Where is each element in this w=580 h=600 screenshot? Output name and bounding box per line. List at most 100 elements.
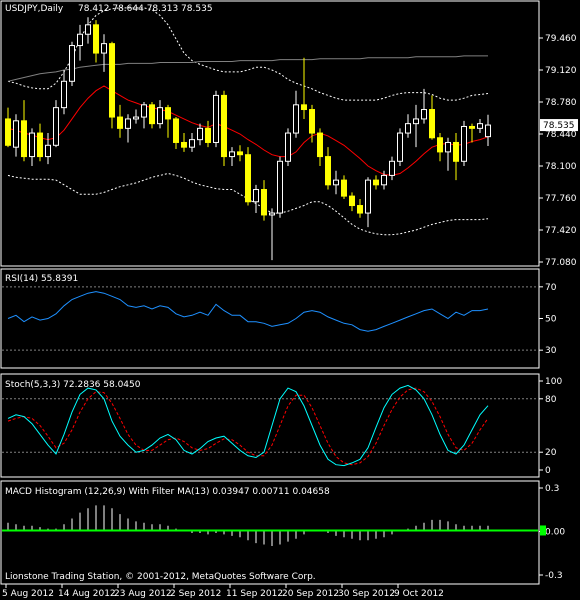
bear-candle-body (205, 127, 211, 143)
macd-panel-border (0, 480, 540, 585)
bull-candle-body (85, 24, 91, 35)
bear-candle-body (325, 156, 331, 186)
bear-candle-body (181, 141, 187, 148)
rsi-panel[interactable]: 70 50 30 RSI(14) 55.8391 (0, 268, 557, 369)
time-tick-label: 5 Aug 2012 (2, 589, 54, 599)
bull-candle-body (101, 43, 107, 54)
ohlc-readout: 78.412 78.644 78.313 78.535 (78, 4, 213, 14)
bull-candle-body (141, 104, 147, 118)
bull-candle-body (413, 118, 419, 125)
bear-candle-body (173, 118, 179, 143)
bear-candle-body (165, 107, 171, 120)
macd-title: MACD Histogram (12,26,9) With Filter MA(… (5, 487, 330, 497)
rsi-axis: 70 50 30 (2, 283, 557, 356)
time-tick-label: 14 Aug 2012 (58, 589, 116, 599)
bull-candle-body (277, 160, 283, 214)
axis-tick-label: 77.080 (545, 258, 577, 268)
long-ma-line (7, 55, 488, 82)
axis-tick-label: 50 (545, 315, 557, 325)
bull-candle-body (461, 125, 467, 162)
axis-tick-label: 78.440 (545, 130, 577, 140)
rsi-series (7, 291, 489, 332)
bull-candle-body (293, 104, 299, 134)
short-moving-average (7, 85, 489, 176)
bull-candle-body (365, 179, 371, 214)
bear-candle-body (469, 125, 475, 129)
bull-candle-body (189, 139, 195, 148)
stochastic-signal-line (7, 387, 489, 466)
axis-tick-label: 79.120 (545, 66, 577, 76)
bull-candle-body (77, 33, 83, 47)
bear-candle-body (301, 104, 307, 111)
time-tick-label: 11 Sep 2012 (226, 589, 283, 599)
bull-candle-body (45, 144, 51, 158)
rsi-title: RSI(14) 55.8391 (5, 274, 78, 284)
price-axis: 79.460 79.120 78.780 78.440 78.100 77.760 77.4… (539, 34, 577, 268)
axis-tick-label: 30 (545, 346, 557, 356)
bull-candle-body (389, 160, 395, 176)
candlesticks (5, 17, 491, 261)
bull-candle-body (53, 107, 59, 146)
bull-candle-body (133, 116, 139, 120)
stochastic-axis: 100 80 20 0 (2, 377, 562, 476)
bear-candle-body (373, 179, 379, 186)
rsi-line (7, 291, 489, 332)
symbol-label: USDJPY,Daily (5, 4, 64, 14)
axis-tick-label: 77.420 (545, 226, 577, 236)
bull-candle-body (445, 141, 451, 153)
time-tick-label: 30 Sep 2012 (338, 589, 395, 599)
bear-candle-body (117, 116, 123, 129)
bear-candle-body (149, 104, 155, 125)
axis-tick-label: 77.760 (545, 194, 577, 204)
bear-candle-body (437, 137, 443, 153)
axis-tick-label: 20 (545, 448, 557, 458)
bull-candle-body (157, 107, 163, 125)
bull-candle-body (229, 151, 235, 158)
stochastic-title: Stoch(5,3,3) 72.2836 58.0450 (5, 380, 141, 390)
bull-candle-body (197, 127, 203, 141)
macd-filter-marker (540, 525, 546, 536)
axis-tick-label: 78.100 (545, 162, 577, 172)
axis-tick-label: -0.3 (545, 571, 563, 581)
bull-candle-body (125, 118, 131, 129)
short-ma-line (7, 85, 489, 176)
bear-candle-body (453, 141, 459, 162)
axis-tick-label: 80 (545, 395, 557, 405)
bear-candle-body (21, 120, 27, 158)
axis-tick-label: 70 (545, 283, 557, 293)
time-tick-label: 9 Oct 2012 (394, 589, 444, 599)
axis-tick-label: 0.00 (545, 528, 565, 538)
macd-histogram (7, 505, 489, 546)
time-tick-label: 2 Sep 2012 (170, 589, 221, 599)
bull-candle-body (69, 45, 75, 82)
current-price-box (540, 119, 578, 132)
bear-candle-body (221, 94, 227, 158)
bull-candle-body (13, 120, 19, 148)
bull-candle-body (213, 94, 219, 143)
bull-candle-body (61, 80, 67, 109)
current-price-marker: 78.535 (540, 119, 578, 132)
bull-candle-body (421, 109, 427, 120)
current-price-label: 78.535 (543, 121, 575, 131)
bear-candle-body (5, 118, 11, 146)
macd-panel[interactable]: 0.3 0.00 -0.3 MACD Histogram (12,26,9) Wit… (0, 480, 565, 585)
copyright-text: Lionstone Trading Station, © 2001-2012, … (5, 572, 316, 582)
macd-filter-line (2, 525, 546, 536)
bull-candle-body (269, 212, 275, 216)
long-moving-average (7, 55, 488, 82)
axis-tick-label: 100 (545, 377, 562, 387)
stochastic-panel[interactable]: 100 80 20 0 Stoch(5,3,3) 72.2836 58.0450 (0, 373, 562, 478)
bear-candle-body (237, 151, 243, 156)
bear-candle-body (309, 109, 315, 134)
bull-candle-body (405, 123, 411, 134)
bear-candle-body (317, 132, 323, 158)
stochastic-panel-border (0, 373, 540, 478)
bull-candle-body (333, 179, 339, 186)
bull-candle-body (253, 189, 259, 203)
price-panel[interactable]: 79.460 79.120 78.780 78.440 78.100 77.760 77.4… (0, 0, 578, 268)
bear-candle-body (349, 195, 355, 207)
bear-candle-body (357, 205, 363, 214)
